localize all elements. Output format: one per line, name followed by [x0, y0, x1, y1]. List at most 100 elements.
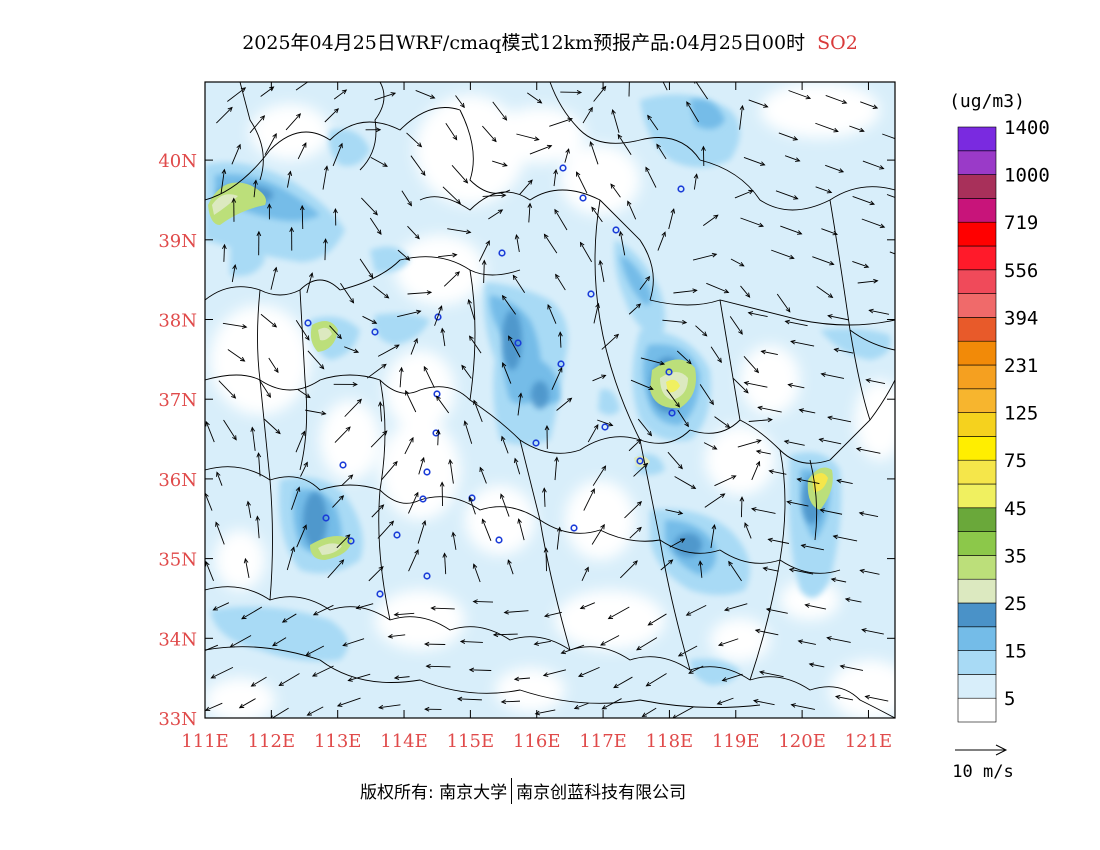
wind-arrow — [231, 197, 237, 222]
wind-arrow — [669, 538, 686, 548]
wind-arrow — [702, 214, 719, 226]
lon-tick-label: 112E — [248, 731, 296, 752]
colorbar-unit: (ug/m3) — [949, 91, 1025, 112]
wind-arrow — [231, 143, 241, 165]
wind-arrow — [739, 104, 745, 130]
wind-arrow — [513, 457, 521, 475]
colorbar-segment — [957, 364, 997, 390]
wind-vectors — [205, 82, 895, 718]
wind-arrow — [857, 278, 879, 284]
wind-arrow — [448, 458, 454, 484]
wind-arrow — [859, 568, 880, 575]
wind-arrow — [577, 666, 600, 677]
wind-arrow — [666, 389, 680, 408]
wind-arrow — [755, 449, 771, 455]
wind-arrow — [516, 133, 540, 141]
wind-arrow — [468, 496, 476, 515]
wind-arrow — [264, 132, 277, 155]
wind-arrow — [272, 637, 287, 647]
wind-arrow — [404, 436, 414, 455]
wind-arrow — [408, 491, 419, 514]
wind-arrow — [549, 117, 573, 127]
wind-arrow — [468, 667, 492, 673]
wind-arrow — [473, 399, 483, 423]
wind-arrow — [812, 256, 835, 266]
wind-arrow — [760, 349, 778, 356]
wind-arrow — [587, 424, 599, 443]
colorbar-segment — [957, 626, 997, 651]
wind-arrow — [825, 95, 848, 104]
colorbar-label: 394 — [1004, 307, 1038, 329]
colorbar: 5 15 25 35 45 75 125 231 394 556 719 1000 1400 — [957, 117, 1050, 723]
wind-arrow — [581, 566, 589, 582]
lon-tick-label: 115E — [447, 731, 495, 752]
wind-arrow — [451, 531, 457, 550]
wind-arrow — [752, 699, 775, 706]
wind-arrow — [295, 82, 312, 91]
wind-arrow — [378, 401, 383, 422]
wind-arrow — [329, 325, 342, 340]
wind-arrow — [347, 673, 371, 682]
wind-arrow — [751, 460, 761, 481]
wind-arrow — [613, 676, 633, 689]
wind-arrow — [601, 333, 620, 350]
wind-arrow — [849, 125, 865, 133]
wind-arrow — [827, 314, 849, 321]
credit-left: 版权所有: 南京大学 — [360, 783, 508, 803]
colorbar-label: 719 — [1004, 212, 1038, 234]
colorbar-segment — [957, 150, 997, 175]
colorbar-segment — [957, 531, 997, 556]
wind-arrow — [668, 208, 676, 230]
wind-arrow — [373, 285, 390, 299]
wind-arrow — [223, 419, 237, 441]
wind-arrow — [889, 251, 895, 255]
city-markers — [304, 164, 685, 598]
wind-arrow — [218, 380, 237, 399]
wind-arrow — [285, 113, 302, 131]
wind-arrow — [767, 537, 790, 544]
wind-arrow — [628, 303, 642, 315]
wind-arrow — [362, 315, 378, 324]
wind-arrow — [732, 377, 749, 394]
wind-arrow — [808, 662, 825, 668]
admin-boundaries — [205, 82, 895, 718]
wind-arrow — [542, 487, 547, 507]
wind-arrow — [435, 429, 441, 446]
lon-tick-label: 111E — [181, 731, 229, 752]
wind-arrow — [381, 460, 398, 481]
wind-arrow — [327, 559, 345, 579]
wind-arrow — [714, 475, 737, 487]
wind-arrow — [686, 101, 700, 123]
wind-arrow — [332, 142, 343, 167]
wind-arrow — [311, 665, 334, 677]
wind-arrow — [832, 534, 858, 542]
wind-arrow — [334, 426, 351, 443]
wind-arrow — [371, 504, 385, 518]
colorbar-label: 25 — [1004, 593, 1027, 615]
lat-tick-label: 40N — [158, 151, 197, 172]
wind-arrow — [451, 165, 469, 184]
wind-arrow — [780, 225, 803, 235]
wind-arrow — [508, 335, 521, 358]
wind-arrow — [255, 515, 261, 539]
wind-arrow — [640, 357, 666, 366]
wind-arrow — [492, 632, 518, 638]
lat-tick-label: 38N — [158, 311, 197, 332]
wind-arrow — [216, 471, 223, 486]
lon-tick-label: 119E — [712, 731, 760, 752]
wind-arrow — [296, 524, 307, 548]
wind-arrow — [467, 298, 475, 320]
wind-arrow — [598, 259, 605, 283]
wind-arrow — [553, 168, 558, 187]
wind-arrow — [241, 606, 263, 620]
wind-arrow — [633, 462, 649, 477]
wind-arrow — [685, 604, 707, 616]
wind-arrow — [673, 288, 698, 294]
wind-arrow — [442, 186, 461, 205]
wind-arrow — [667, 451, 683, 470]
wind-arrow — [788, 567, 814, 575]
wind-arrow — [405, 390, 417, 413]
credit-line: 版权所有: 南京大学 南京创蓝科技有限公司 — [360, 778, 686, 804]
wind-arrow — [834, 694, 854, 701]
wind-arrow — [743, 156, 766, 166]
